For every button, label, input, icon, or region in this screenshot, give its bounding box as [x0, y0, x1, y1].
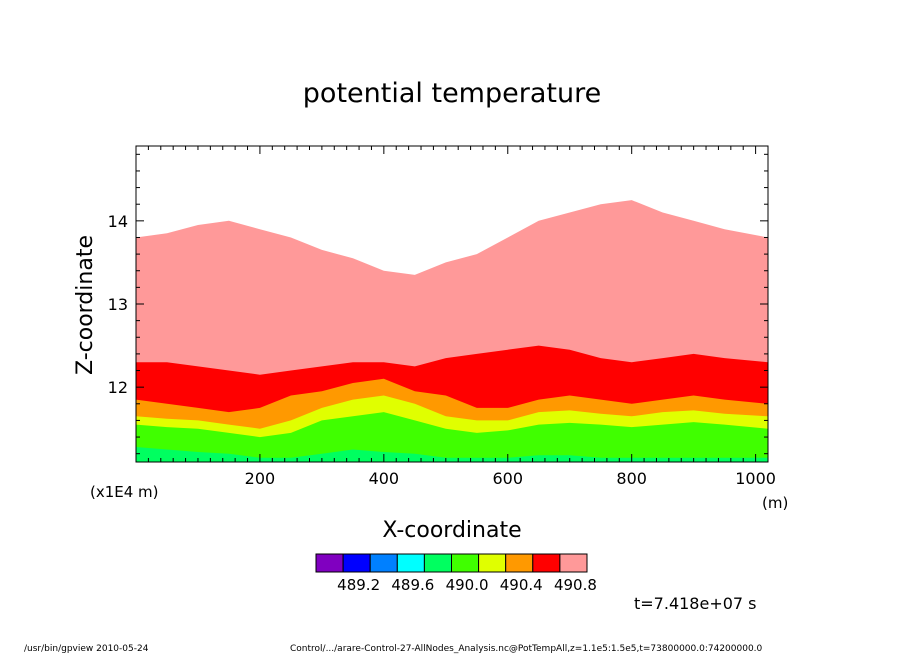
y-multiplier-label: (x1E4 m) [90, 483, 159, 501]
x-tick-label: 200 [245, 469, 276, 488]
colorbar-swatch [451, 553, 480, 573]
colorbar-swatch [423, 553, 452, 573]
chart-title: potential temperature [303, 78, 601, 109]
colorbar-swatch [396, 553, 425, 573]
footer-left: /usr/bin/gpview 2010-05-24 [24, 644, 149, 654]
colorbar-swatch [342, 553, 371, 573]
y-tick-label: 13 [108, 295, 128, 314]
colorbar-label: 490.0 [446, 576, 489, 594]
x-tick-label: 800 [616, 469, 647, 488]
x-tick-label: 400 [369, 469, 400, 488]
y-axis-label: Z-coordinate [73, 235, 98, 375]
x-axis-label: X-coordinate [382, 518, 521, 543]
time-label: t=7.418e+07 s [634, 594, 757, 613]
colorbar-label: 489.6 [391, 576, 434, 594]
colorbar-swatch [369, 553, 398, 573]
y-tick-label: 12 [108, 378, 128, 397]
x-tick-label: 1000 [735, 469, 776, 488]
colorbar-label: 490.8 [554, 576, 597, 594]
colorbar-swatch [315, 553, 344, 573]
colorbar-label: 490.4 [500, 576, 543, 594]
plot-area [136, 200, 768, 462]
x-unit-label: (m) [762, 494, 788, 512]
region-green [136, 412, 768, 462]
axes: 200 400 600 800 1000 12 13 14 [108, 145, 776, 488]
colorbar-swatch [532, 553, 561, 573]
colorbar-label: 489.2 [337, 576, 380, 594]
colorbar-swatch [478, 553, 507, 573]
footer-right: Control/.../arare-Control-27-AllNodes_An… [290, 644, 763, 654]
x-tick-label: 600 [492, 469, 523, 488]
region-light-green [136, 447, 768, 462]
y-tick-label: 14 [108, 212, 128, 231]
colorbar: 489.2 489.6 490.0 490.4 490.8 [315, 553, 597, 594]
colorbar-swatch [505, 553, 534, 573]
colorbar-swatch [559, 553, 588, 573]
